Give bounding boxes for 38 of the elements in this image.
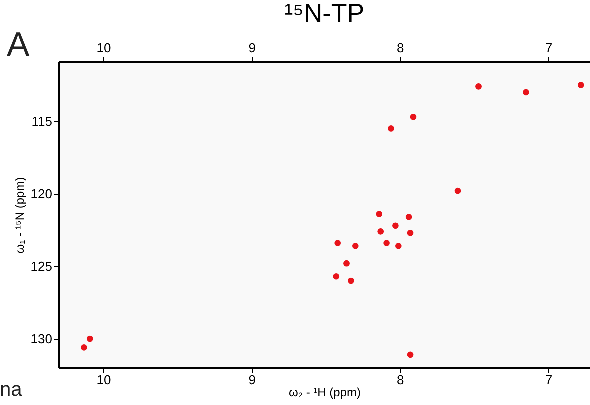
point: [352, 243, 359, 250]
x-tick-label: 8: [397, 372, 404, 388]
point: [454, 188, 462, 194]
y-tick-label: 115: [32, 114, 52, 129]
point: [396, 243, 402, 250]
point: [376, 211, 383, 218]
point: [388, 126, 394, 132]
x2-tick-label: 8: [397, 40, 404, 56]
point: [578, 82, 584, 88]
x-tick-label: 7: [545, 372, 553, 388]
point: [523, 89, 530, 96]
point: [407, 352, 414, 358]
y-tick-label: 125: [30, 258, 52, 274]
text: A: [7, 26, 30, 64]
point: [476, 84, 482, 90]
point: [410, 114, 417, 120]
y-tick-label: 120: [30, 186, 52, 202]
x-tick-label: 9: [248, 372, 256, 388]
text: na: [0, 379, 24, 401]
point: [81, 344, 88, 351]
y-axis-title: ω₁ - ¹⁵N (ppm): [12, 177, 27, 254]
x2-tick-label: 7: [545, 40, 553, 56]
point: [86, 336, 94, 342]
point: [406, 214, 412, 220]
point: [392, 222, 399, 230]
point: [384, 240, 390, 246]
x-tick-label: 10: [96, 372, 112, 388]
point: [348, 278, 354, 284]
x2-tick-label: 9: [248, 40, 256, 56]
x2-tick-label: 10: [96, 40, 112, 56]
point: [334, 240, 342, 246]
point: [333, 273, 340, 280]
point: [378, 228, 384, 235]
point: [407, 230, 414, 236]
x-axis-title: ω₂ - ¹H (ppm): [288, 386, 362, 400]
y-tick-label: 130: [30, 331, 52, 346]
point: [344, 260, 350, 267]
chart-title: ¹⁵N-TP: [284, 0, 365, 28]
